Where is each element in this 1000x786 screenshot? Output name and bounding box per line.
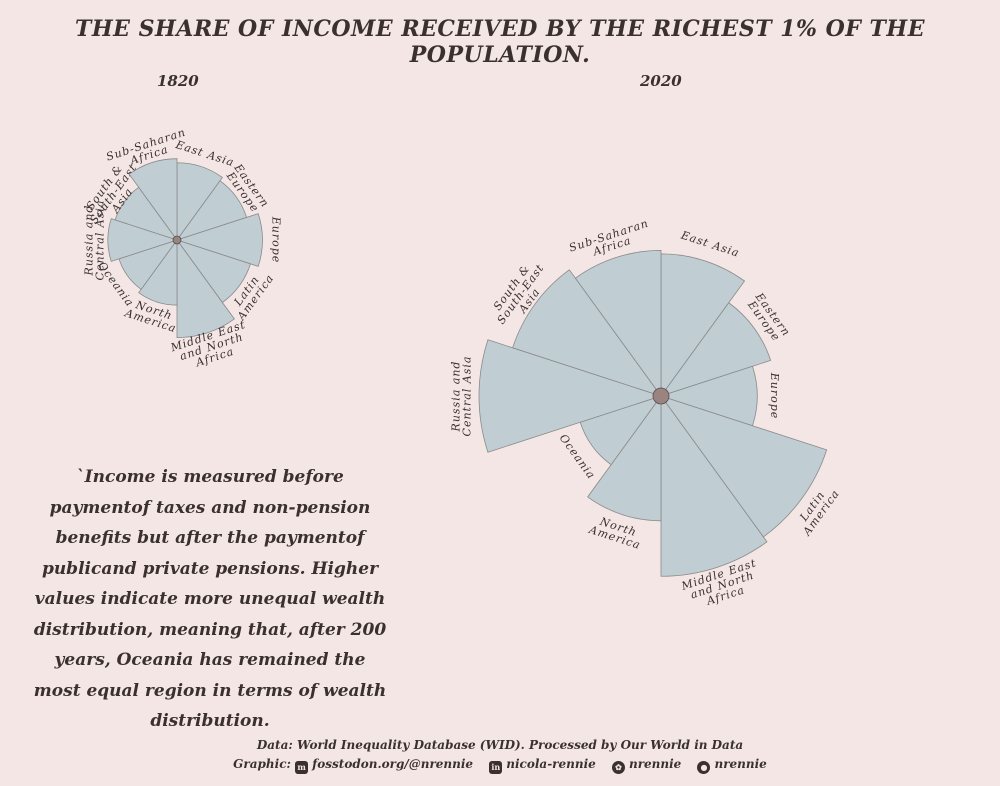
label-2020-russia-and-central-asia: Russia andCentral Asia (450, 356, 474, 437)
wedge-1820-sub-saharan-africa (128, 158, 178, 242)
chart-title: The share of income received by the rich… (75, 16, 925, 68)
wedge-1820-middle-east-and-north-africa (176, 238, 235, 339)
linkedin-icon: in (489, 761, 503, 774)
footer: Data: World Inequality Database (WID). P… (0, 736, 1000, 774)
label-1820-russia-and-central-asia: Russia andCentral Asia (82, 200, 106, 281)
note-text: `Income is measured before paymentof tax… (33, 467, 387, 731)
footer-linkedin[interactable]: nicola-rennie (506, 757, 596, 771)
wedge-1820-russia-and-central-asia (107, 218, 179, 262)
chart-1820-title: 1820 (157, 72, 199, 90)
footer-credits: Graphic: m fosstodon.org/@nrennie in nicol… (0, 755, 1000, 774)
footer-graphic-label: Graphic: (233, 757, 291, 771)
label-2020-east-asia: East Asia (678, 228, 741, 259)
polar-chart-1820: East AsiaEasternEuropeEuropeLatinAmerica… (82, 126, 282, 370)
label-1820-europe: Europe (269, 216, 282, 264)
footer-bluesky[interactable]: nrennie (628, 757, 682, 771)
wedge-2020-sub-saharan-africa (574, 249, 662, 398)
wedge-2020-middle-east-and-north-africa (660, 394, 768, 577)
label-2020-europe: Europe (768, 372, 781, 420)
wedge-2020-north-america (587, 394, 662, 522)
wedge-2020-south-south-east-asia (512, 269, 663, 397)
center-hub-2020 (652, 387, 670, 405)
wedge-2020-east-asia (660, 253, 746, 398)
github-icon: ● (697, 761, 711, 774)
footer-github[interactable]: nrennie (714, 757, 767, 771)
polar-chart-2020: East AsiaEasternEuropeEuropeLatinAmerica… (450, 217, 843, 608)
bluesky-icon: ✿ (611, 761, 625, 774)
mastodon-icon: m (295, 761, 309, 774)
wedge-2020-latin-america (659, 395, 828, 538)
wedge-1820-north-america (138, 238, 178, 306)
footer-source: Data: World Inequality Database (WID). P… (256, 738, 744, 752)
wedge-2020-russia-and-central-asia (478, 339, 663, 453)
wedge-1820-europe (175, 213, 263, 267)
footer-mastodon[interactable]: fosstodon.org/@nrennie (312, 757, 474, 771)
wedge-2020-eastern-europe (659, 302, 772, 397)
chart-2020-title: 2020 (640, 72, 682, 90)
center-hub-1820 (172, 235, 182, 245)
